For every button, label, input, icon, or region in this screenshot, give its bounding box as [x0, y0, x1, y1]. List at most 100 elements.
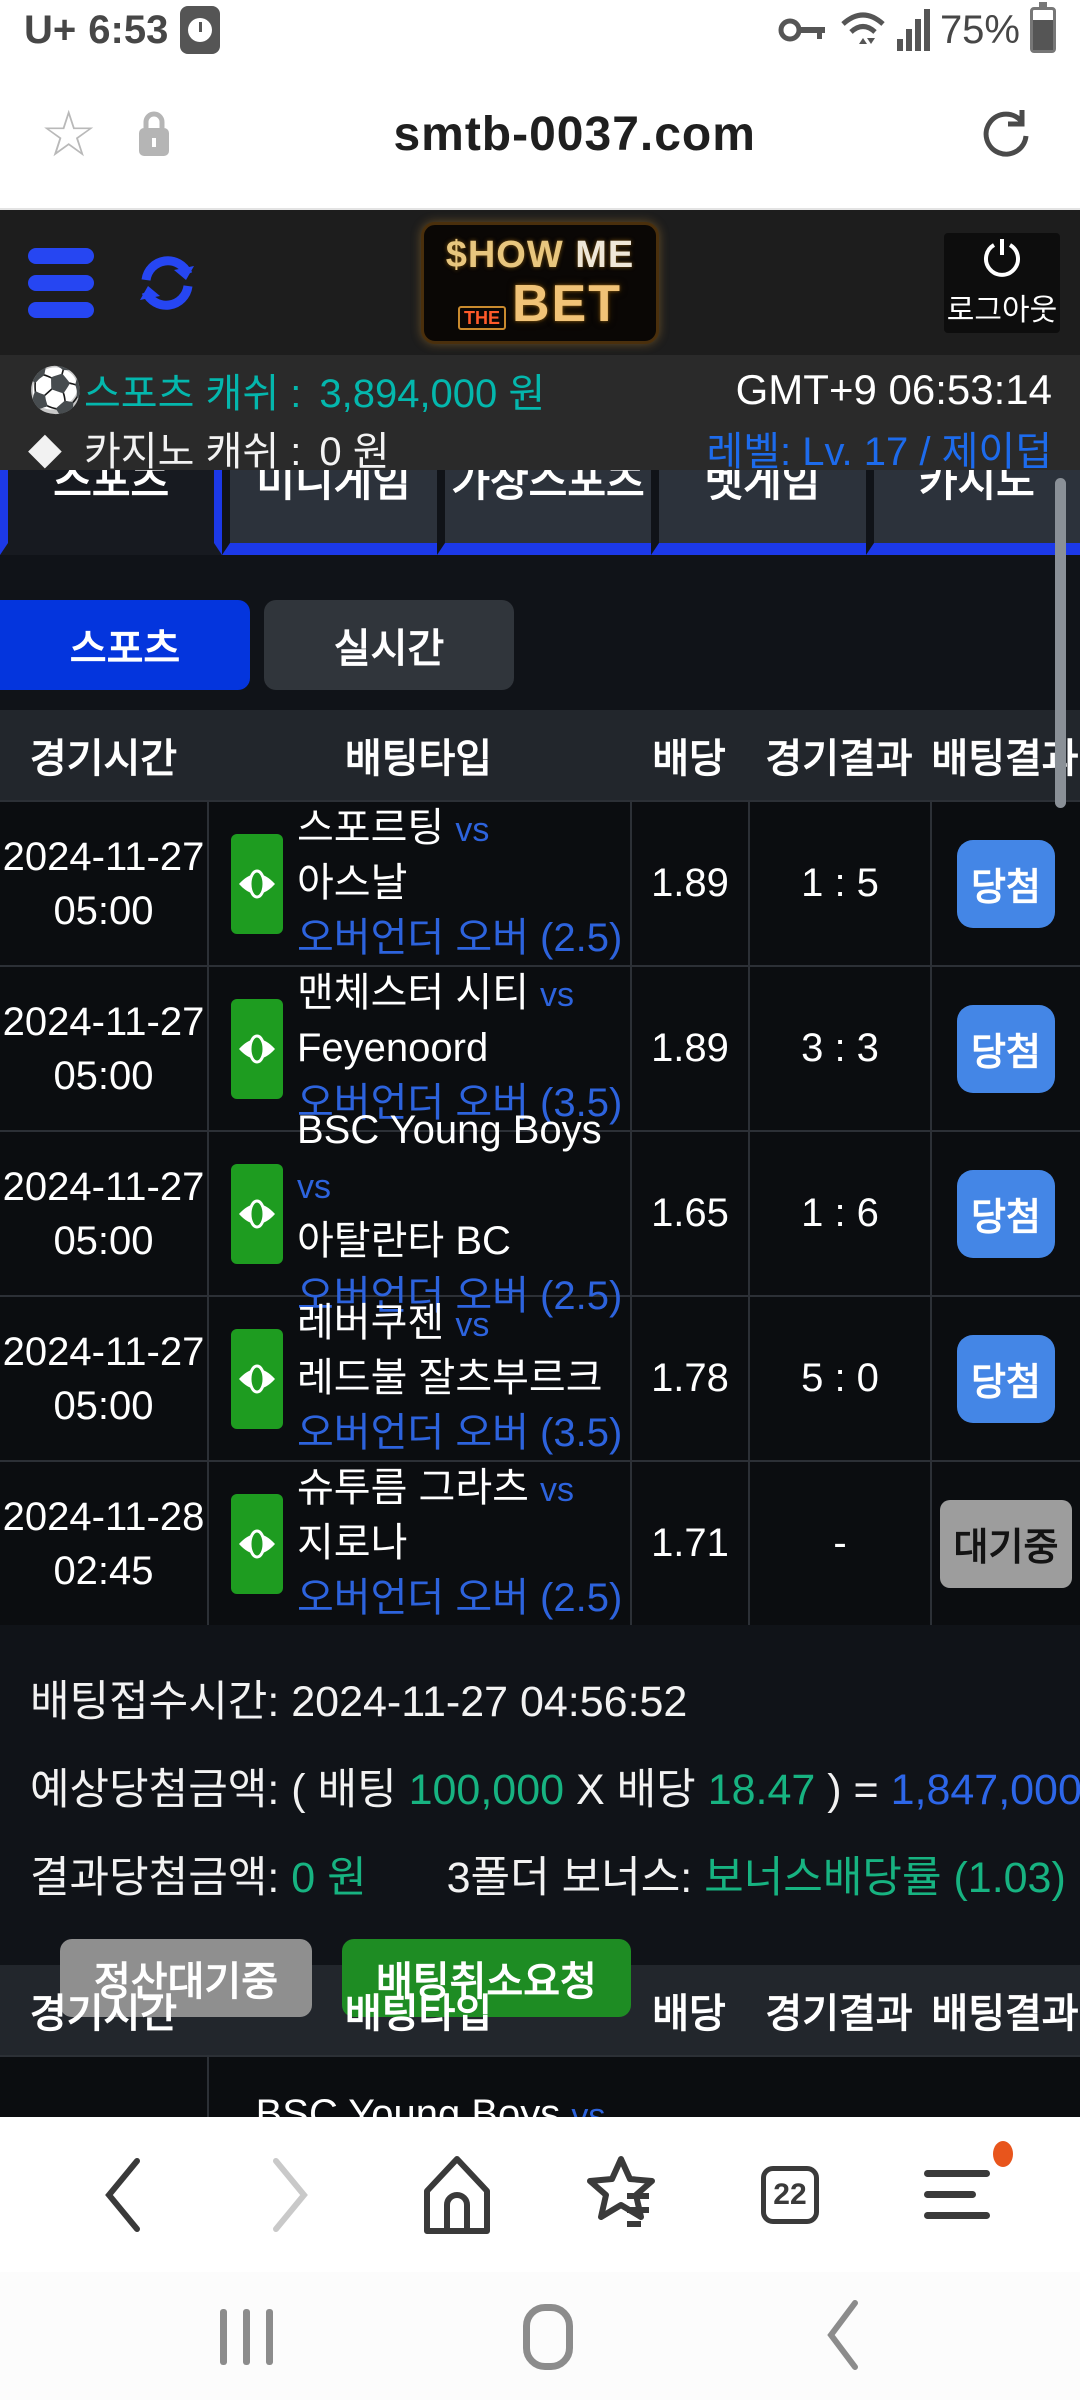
expected-winnings-line: 예상당첨금액: ( 배팅 100,000 X 배당 18.47 ) = 1,84…: [30, 1755, 1080, 1817]
recents-button[interactable]: [219, 2309, 273, 2365]
casino-cash-value: 0 원: [319, 430, 390, 474]
table-row[interactable]: 2024-11-27 05:00 레버쿠젠 vs 레드불 잘츠부르크 오버언더 …: [0, 1295, 1080, 1460]
subtab-live[interactable]: 실시간: [264, 600, 514, 690]
bet-market: 오버언더 오버 (2.5): [297, 1576, 623, 1621]
tab-casino[interactable]: 카지노: [865, 470, 1080, 555]
match-score: -: [748, 1462, 930, 1625]
table-row[interactable]: BSC Young Boys vs: [0, 2055, 1080, 2117]
expected-amount: 1,847,000 원: [890, 1766, 1080, 1814]
col-header-time: 경기시간: [29, 737, 178, 781]
bet-result-badge: 당첨: [957, 839, 1055, 928]
power-icon: [984, 238, 1020, 277]
subtab-sports[interactable]: 스포츠: [0, 600, 250, 690]
notification-dot: [992, 2140, 1013, 2167]
col-header-result: 배팅결과: [931, 737, 1079, 781]
page-refresh-icon[interactable]: [978, 106, 1034, 162]
soccer-ball-icon: ⚽: [28, 366, 83, 415]
logout-button[interactable]: 로그아웃: [944, 232, 1060, 333]
team1: 스포르팅: [297, 805, 445, 850]
browser-home-button[interactable]: [397, 2135, 517, 2255]
odds-value: 1.71: [630, 1462, 748, 1625]
match-date: 2024-11-28: [2, 1494, 205, 1539]
table-row[interactable]: 2024-11-27 05:00 맨체스터 시티 vs Feyenoord 오버…: [0, 965, 1080, 1130]
vs-label: vs: [297, 1168, 331, 1207]
team2: 지로나: [297, 1520, 408, 1565]
url-text[interactable]: smtb-0037.com: [393, 107, 756, 161]
site-header: $HOW ME THE BET 로그아웃: [0, 210, 1080, 355]
lock-icon[interactable]: [137, 110, 171, 158]
bonus-value: 보너스배당률 (1.03): [704, 1854, 1066, 1902]
tabs-button[interactable]: 22: [730, 2135, 850, 2255]
bet-table-body: 2024-11-27 05:00 스포르팅 vs 아스날 오버언더 오버 (2.…: [0, 800, 1080, 1625]
browser-back-button[interactable]: [63, 2135, 183, 2255]
vs-label: vs: [455, 1305, 490, 1344]
partial-row-clip: BSC Young Boys vs: [0, 2055, 1080, 2117]
vs-label: vs: [540, 975, 575, 1014]
page-scrollbar[interactable]: [1055, 478, 1066, 808]
casino-cash-label: 카지노 캐쉬 :: [84, 430, 302, 474]
bookmark-star-icon[interactable]: ☆: [40, 97, 98, 170]
sport-eye-icon: [231, 1163, 283, 1264]
team2: Feyenoord: [297, 1025, 489, 1070]
col-header-odds: 배당: [652, 737, 726, 781]
android-nav-bar: [0, 2272, 1080, 2400]
browser-forward-button[interactable]: [230, 2135, 350, 2255]
match-score: 3 : 3: [748, 967, 930, 1130]
bet-summary: 배팅접수시간: 2024-11-27 04:56:52 예상당첨금액: ( 배팅…: [0, 1625, 1080, 2017]
team2: 레드불 잘츠부르크: [297, 1355, 603, 1400]
match-date: 2024-11-27: [2, 1329, 205, 1374]
signal-icon: [896, 9, 930, 51]
match-score: 1 : 5: [748, 802, 930, 965]
col-header-bet-type: 배팅타입: [344, 737, 493, 781]
col-header-score: 경기결과: [765, 737, 913, 781]
tab-virtual-sports[interactable]: 가상스포츠: [436, 470, 652, 555]
tab-minigame[interactable]: 미니게임: [222, 470, 437, 555]
status-bar: U+ 6:53 75%: [0, 0, 1080, 60]
bet-result-badge: 당첨: [957, 1169, 1055, 1258]
logout-label: 로그아웃: [946, 293, 1058, 327]
settlement-pending-button[interactable]: 정산대기중: [60, 1939, 312, 2017]
bet-result-badge: 당첨: [957, 1004, 1055, 1093]
col-header-time: 경기시간: [29, 1992, 178, 2036]
bet-market: 오버언더 오버 (3.5): [297, 1411, 623, 1456]
vs-label: vs: [571, 2097, 606, 2117]
table-row[interactable]: 2024-11-27 05:00 스포르팅 vs 아스날 오버언더 오버 (2.…: [0, 800, 1080, 965]
subtab-row: 스포츠 실시간: [0, 600, 1080, 690]
vpn-key-icon: [778, 18, 825, 42]
sport-eye-icon: [231, 1493, 283, 1594]
site-refresh-icon[interactable]: [132, 244, 202, 322]
bet-cancel-request-button[interactable]: 배팅취소요청: [342, 1939, 631, 2017]
match-time: 05:00: [53, 1383, 154, 1428]
status-time: 6:53: [88, 7, 169, 52]
main-tab-strip: 스포츠 미니게임 가상스포츠 벳게임 카지노: [0, 470, 1080, 555]
sports-cash-value: 3,894,000 원: [319, 372, 546, 416]
sport-eye-icon: [231, 1328, 283, 1429]
odds-value: 1.65: [630, 1132, 748, 1295]
tab-betgame[interactable]: 벳게임: [651, 470, 866, 555]
match-date: 2024-11-27: [2, 834, 205, 879]
table-row[interactable]: 2024-11-28 02:45 슈투름 그라츠 vs 지로나 오버언더 오버 …: [0, 1460, 1080, 1625]
team1: 레버쿠젠: [297, 1300, 445, 1345]
team2: 아스날: [297, 860, 408, 905]
bet-result-badge: 대기중: [939, 1499, 1073, 1588]
match-time: 05:00: [53, 1053, 154, 1098]
match-time: 05:00: [53, 1218, 154, 1263]
team1: BSC Young Boys: [255, 2092, 561, 2117]
browser-menu-button[interactable]: [897, 2135, 1017, 2255]
result-amount: 0 원: [291, 1854, 367, 1902]
bookmarks-button[interactable]: [563, 2135, 683, 2255]
menu-hamburger-icon[interactable]: [28, 247, 94, 318]
showbet-logo[interactable]: $HOW ME THE BET: [421, 221, 659, 344]
home-button[interactable]: [522, 2304, 573, 2370]
vs-label: vs: [540, 1470, 575, 1509]
tab-sports[interactable]: 스포츠: [0, 470, 223, 555]
table-row[interactable]: 2024-11-27 05:00 BSC Young Boys vs 아탈란타 …: [0, 1108, 1080, 1318]
bet-result-badge: 당첨: [957, 1334, 1055, 1423]
match-time: 05:00: [53, 888, 154, 933]
browser-url-bar: ☆ smtb-0037.com: [0, 60, 1080, 210]
match-score: 1 : 6: [748, 1132, 930, 1295]
bet-market: 오버언더 오버 (3.5): [297, 1081, 623, 1126]
team2: 아탈란타 BC: [297, 1218, 511, 1263]
back-button[interactable]: [823, 2299, 861, 2376]
team1: 슈투름 그라츠: [297, 1465, 529, 1510]
